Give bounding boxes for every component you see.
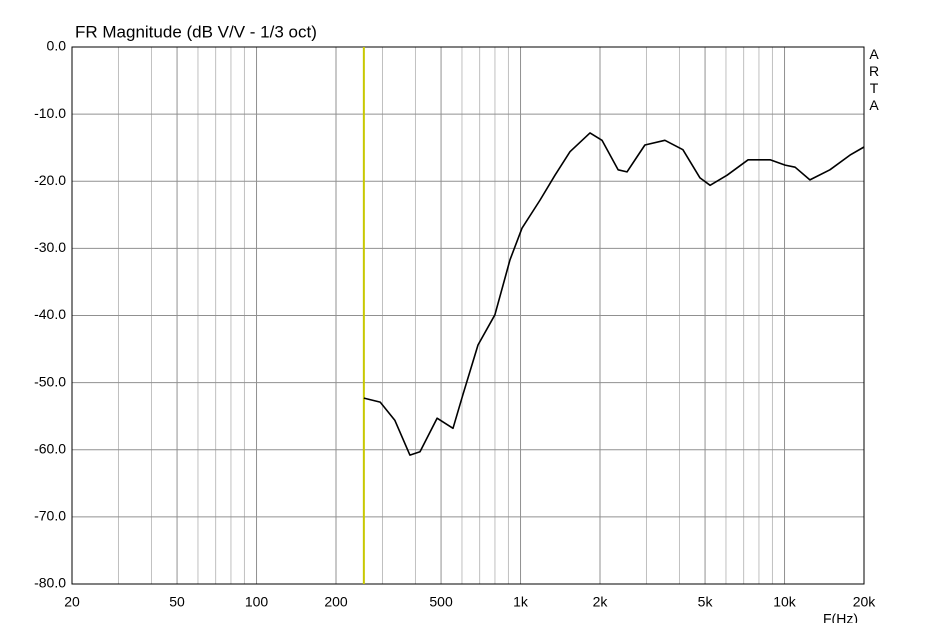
plot-frame: [71, 46, 865, 585]
x-tick-label: 500: [429, 594, 453, 610]
x-tick-label: 100: [245, 594, 269, 610]
y-tick-label: -30.0: [34, 239, 66, 255]
chart-title: FR Magnitude (dB V/V - 1/3 oct): [75, 22, 317, 41]
series-line: [363, 132, 865, 456]
x-tick-label: 2k: [593, 594, 609, 610]
x-tick-label: 200: [324, 594, 348, 610]
x-tick-label: 10k: [773, 594, 797, 610]
x-tick-label: 5k: [698, 594, 714, 610]
y-tick-label: -10.0: [34, 105, 66, 121]
y-tick-label: -80.0: [34, 575, 66, 591]
y-tick-label: -20.0: [34, 172, 66, 188]
watermark: ARTA: [869, 46, 880, 113]
x-axis-label: F(Hz): [823, 611, 858, 623]
y-tick-label: -50.0: [34, 373, 66, 389]
y-tick-label: -60.0: [34, 440, 66, 456]
y-tick-label: 0.0: [47, 38, 67, 54]
x-tick-label: 20k: [853, 594, 877, 610]
x-tick-label: 20: [64, 594, 80, 610]
x-tick-label: 50: [169, 594, 185, 610]
y-tick-label: -40.0: [34, 306, 66, 322]
x-tick-label: 1k: [513, 594, 529, 610]
y-tick-label: -70.0: [34, 508, 66, 524]
